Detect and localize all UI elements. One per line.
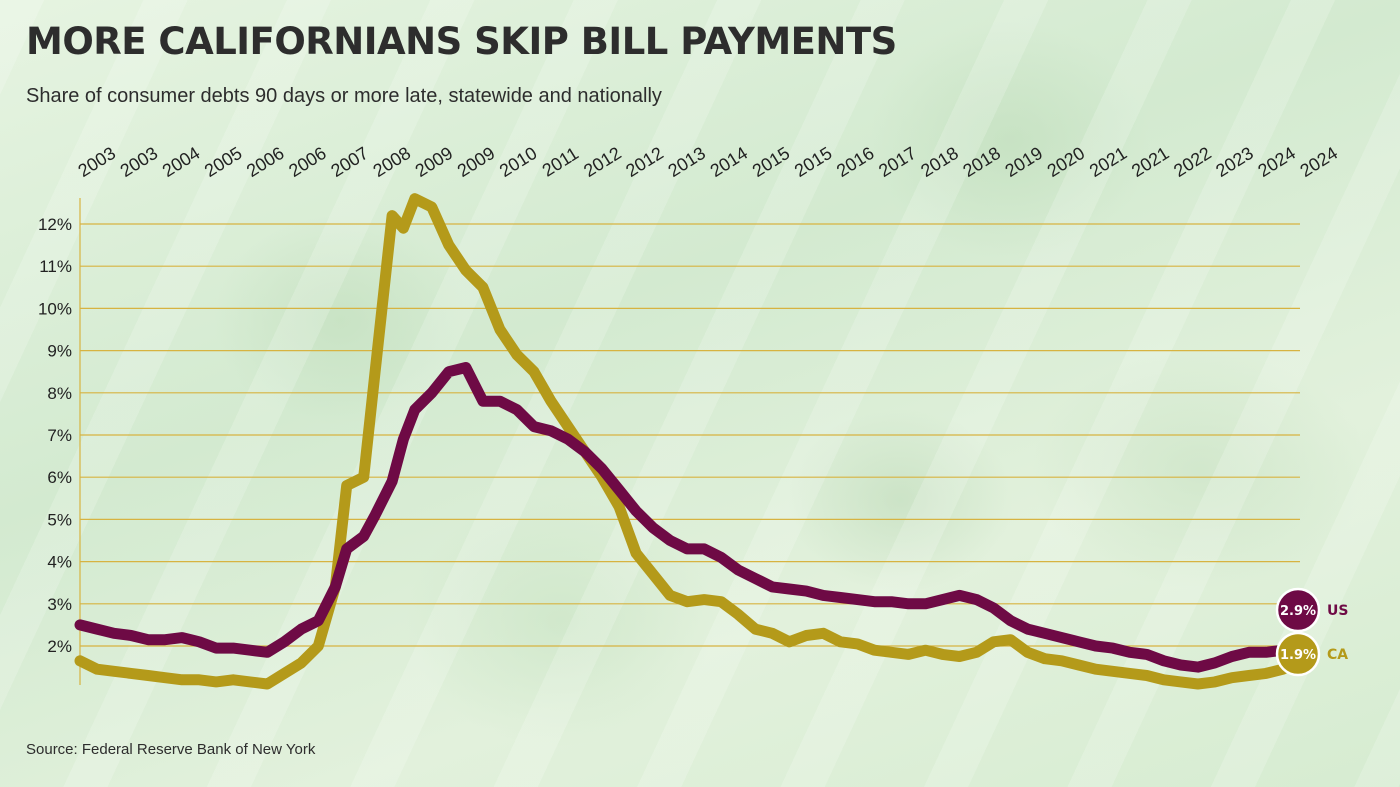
gridlines [80, 223, 1300, 647]
x-tick-label: 2009 [454, 143, 499, 181]
chart-title: MORE CALIFORNIANS SKIP BILL PAYMENTS [26, 20, 897, 63]
x-tick-label: 2024 [1297, 143, 1342, 181]
x-tick-label: 2013 [664, 143, 709, 181]
series-name-label: US [1327, 603, 1348, 619]
y-tick-label: 3% [47, 595, 72, 614]
x-tick-label: 2020 [1044, 143, 1089, 181]
x-tick-label: 2014 [707, 143, 752, 181]
x-tick-label: 2010 [496, 143, 541, 181]
x-tick-label: 2003 [117, 143, 162, 181]
x-tick-label: 2009 [412, 143, 457, 181]
x-tick-label: 2016 [833, 143, 878, 181]
y-tick-label: 4% [47, 553, 72, 572]
y-tick-label: 11% [39, 257, 72, 276]
y-axis: 2% 3% 4% 5% 6% 7% 8% 9% 10% 11% 12% [38, 198, 81, 685]
x-tick-label: 2018 [959, 143, 1004, 181]
y-tick-label: 2% [47, 637, 72, 656]
x-tick-label: 2023 [1212, 143, 1257, 181]
x-tick-label: 2024 [1254, 143, 1299, 181]
x-tick-label: 2021 [1128, 143, 1173, 181]
x-tick-label: 2022 [1170, 143, 1215, 181]
x-tick-label: 2021 [1086, 143, 1131, 181]
x-tick-label: 2015 [791, 143, 836, 181]
end-label-badge [1275, 631, 1321, 677]
x-tick-label: 2007 [327, 143, 372, 181]
x-tick-label: 2015 [749, 143, 794, 181]
series-line-ca [74, 193, 1300, 690]
x-tick-label: 2008 [370, 143, 415, 181]
series-lines [74, 193, 1300, 690]
x-tick-label: 2003 [75, 143, 120, 181]
x-tick-label: 2012 [622, 143, 667, 181]
y-tick-label: 12% [38, 215, 72, 234]
x-tick-label: 2006 [285, 143, 330, 181]
series-name-label: CA [1327, 647, 1348, 663]
x-tick-label: 2019 [1002, 143, 1047, 181]
x-tick-label: 2004 [159, 143, 204, 181]
source-note: Source: Federal Reserve Bank of New York [26, 741, 316, 758]
y-tick-label: 7% [47, 426, 72, 445]
y-tick-label: 8% [47, 384, 72, 403]
end-label-value: 2.9% [1280, 604, 1316, 619]
x-tick-label: 2011 [539, 143, 582, 180]
series-line-us [74, 362, 1300, 673]
x-tick-label: 2018 [917, 143, 962, 181]
y-tick-label: 9% [47, 342, 72, 361]
chart-subtitle: Share of consumer debts 90 days or more … [26, 85, 662, 107]
x-tick-label: 2017 [875, 143, 920, 181]
x-axis: 2003200320042005200620062007200820092009… [75, 143, 1342, 181]
x-tick-label: 2005 [201, 143, 246, 181]
end-label-value: 1.9% [1280, 648, 1316, 663]
y-tick-label: 6% [47, 468, 72, 487]
end-labels: 2.9% US 1.9% CA [1275, 587, 1348, 677]
y-tick-label: 10% [38, 299, 72, 318]
x-tick-label: 2006 [243, 143, 288, 181]
y-tick-label: 5% [47, 510, 72, 529]
x-tick-label: 2012 [580, 143, 625, 181]
end-label-badge [1275, 587, 1321, 633]
